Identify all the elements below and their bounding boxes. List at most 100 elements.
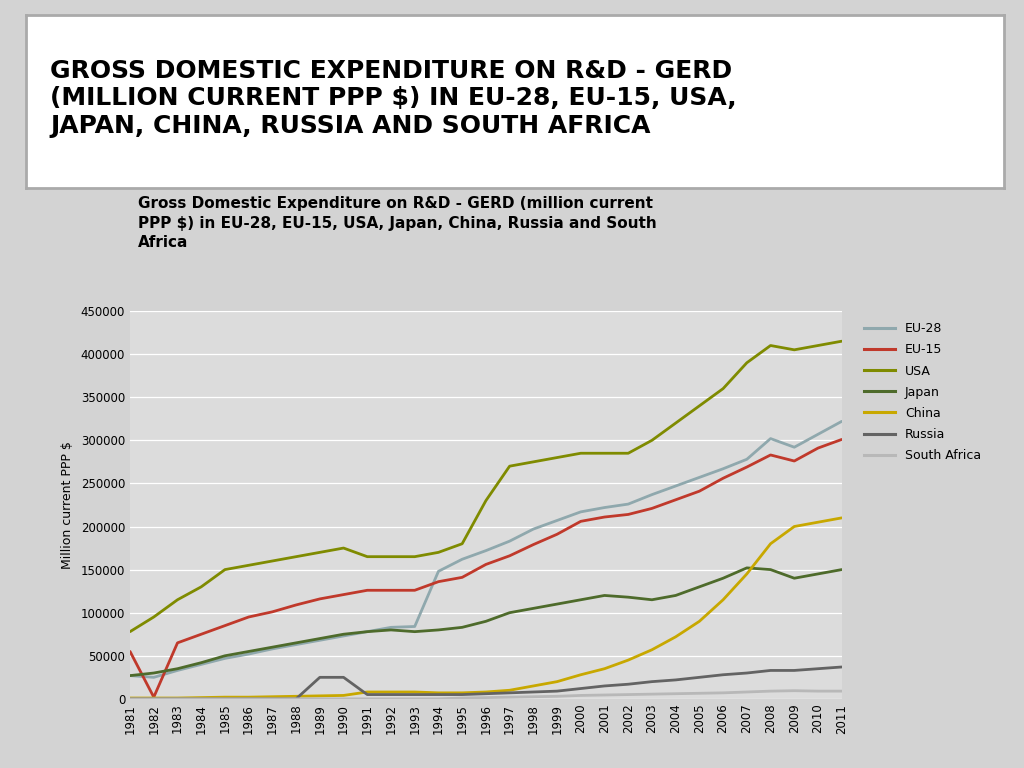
EU-28 [646, 490, 658, 499]
South Africa [243, 694, 255, 703]
USA [527, 457, 540, 466]
USA [646, 435, 658, 445]
South Africa [196, 694, 208, 703]
South Africa [219, 694, 231, 703]
EU-15 [693, 487, 706, 496]
Japan [124, 671, 136, 680]
EU-28 [693, 473, 706, 482]
Japan [623, 593, 635, 602]
USA [623, 449, 635, 458]
South Africa [598, 690, 610, 700]
South Africa [432, 694, 444, 703]
South Africa [480, 693, 493, 702]
South Africa [266, 694, 279, 703]
South Africa [551, 692, 563, 701]
Japan [717, 574, 729, 583]
China [385, 687, 397, 697]
China [313, 691, 326, 700]
Russia [243, 694, 255, 703]
EU-15 [361, 586, 374, 595]
EU-28 [338, 631, 350, 641]
China [124, 694, 136, 703]
Japan [432, 625, 444, 634]
China [812, 518, 824, 527]
EU-28 [456, 554, 468, 564]
EU-15 [243, 612, 255, 621]
Line: EU-15: EU-15 [130, 439, 842, 697]
USA [313, 548, 326, 557]
Russia [266, 694, 279, 703]
USA [385, 552, 397, 561]
EU-28 [219, 654, 231, 663]
Japan [646, 595, 658, 604]
USA [456, 539, 468, 548]
EU-15 [171, 638, 183, 647]
Y-axis label: Million current PPP $: Million current PPP $ [60, 441, 74, 569]
USA [243, 561, 255, 570]
China [598, 664, 610, 674]
USA [196, 582, 208, 591]
Russia [623, 680, 635, 689]
EU-28 [527, 525, 540, 534]
Japan [788, 574, 801, 583]
EU-28 [361, 627, 374, 636]
China [171, 694, 183, 703]
EU-15 [290, 601, 302, 610]
Russia [598, 681, 610, 690]
Japan [693, 582, 706, 591]
EU-28 [432, 567, 444, 576]
Line: China: China [130, 518, 842, 698]
Russia [717, 670, 729, 680]
Japan [551, 600, 563, 609]
EU-28 [765, 434, 777, 443]
Russia [196, 694, 208, 703]
EU-15 [196, 630, 208, 639]
EU-15 [338, 590, 350, 599]
EU-15 [147, 693, 160, 702]
China [290, 692, 302, 701]
China [623, 656, 635, 665]
Japan [385, 625, 397, 634]
EU-15 [219, 621, 231, 631]
EU-28 [409, 622, 421, 631]
Legend: EU-28, EU-15, USA, Japan, China, Russia, South Africa: EU-28, EU-15, USA, Japan, China, Russia,… [859, 317, 986, 467]
USA [693, 401, 706, 410]
China [147, 694, 160, 703]
Line: Russia: Russia [130, 667, 842, 699]
EU-15 [788, 456, 801, 465]
South Africa [409, 694, 421, 703]
USA [670, 419, 682, 428]
Japan [171, 664, 183, 674]
Russia [551, 687, 563, 696]
China [266, 692, 279, 701]
EU-15 [551, 530, 563, 539]
USA [504, 462, 516, 471]
Japan [361, 627, 374, 636]
South Africa [717, 688, 729, 697]
USA [171, 595, 183, 604]
EU-28 [717, 464, 729, 473]
Japan [219, 651, 231, 660]
USA [765, 341, 777, 350]
South Africa [290, 694, 302, 703]
EU-15 [598, 512, 610, 521]
South Africa [740, 687, 753, 697]
USA [409, 552, 421, 561]
Japan [409, 627, 421, 636]
Japan [456, 623, 468, 632]
Line: Japan: Japan [130, 568, 842, 676]
South Africa [504, 693, 516, 702]
USA [788, 346, 801, 355]
Japan [290, 638, 302, 647]
EU-15 [266, 607, 279, 617]
USA [812, 341, 824, 350]
Russia [385, 690, 397, 699]
China [574, 670, 587, 680]
EU-15 [432, 577, 444, 586]
EU-28 [480, 546, 493, 555]
China [361, 687, 374, 697]
USA [219, 565, 231, 574]
China [836, 513, 848, 522]
USA [290, 552, 302, 561]
EU-15 [765, 450, 777, 459]
